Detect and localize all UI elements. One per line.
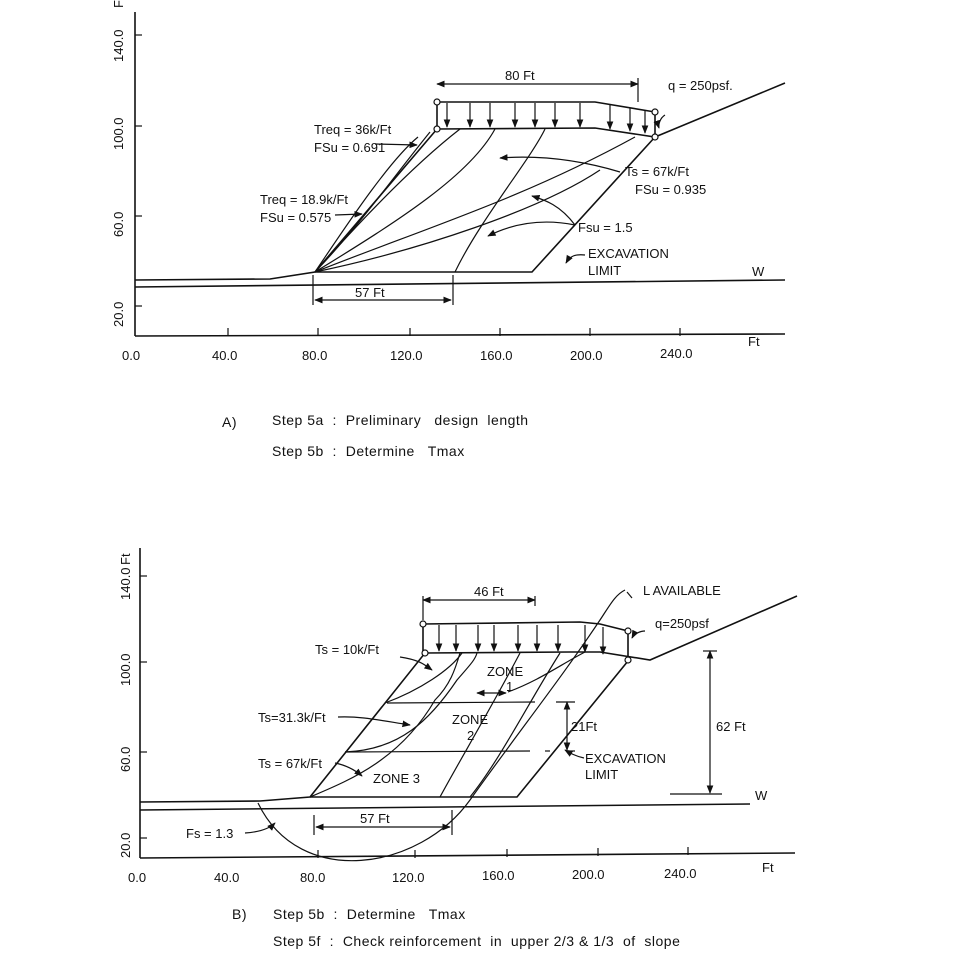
figure-b: Ft 140.0 100.0 60.0 20.0 0.0 40.0 80.0 1… — [118, 548, 798, 949]
dim-bottom-label: 57 Ft — [360, 811, 390, 826]
load-label: q = 250psf. — [668, 78, 733, 93]
x-tick: 240.0 — [664, 866, 697, 881]
fsu-label-3: FSu = 0.935 — [635, 182, 706, 197]
x-tick: 0.0 — [128, 870, 146, 885]
load-label: q=250psf — [655, 616, 709, 631]
caption-a-line-2: Step 5b : Determine Tmax — [272, 443, 465, 459]
axes-b: Ft 140.0 100.0 60.0 20.0 0.0 40.0 80.0 1… — [118, 548, 796, 885]
x-tick: 240.0 — [660, 346, 693, 361]
treq-label-2: Treq = 18.9k/Ft — [260, 192, 348, 207]
ts-label-1: Ts = 10k/Ft — [315, 642, 379, 657]
zone-1-label: ZONE — [487, 664, 523, 679]
excavation-label: EXCAVATION — [585, 751, 666, 766]
y-unit: Ft — [118, 553, 133, 565]
caption-b-line-2: Step 5f : Check reinforcement in upper 2… — [273, 933, 680, 949]
excavation-limit-line — [310, 660, 629, 798]
x-tick: 40.0 — [212, 348, 237, 363]
fsu-label-15: Fsu = 1.5 — [578, 220, 633, 235]
x-tick: 80.0 — [302, 348, 327, 363]
water-label: W — [755, 788, 768, 803]
x-tick: 120.0 — [392, 870, 425, 885]
excavation-limit-line — [315, 136, 656, 273]
dim-top-label: 80 Ft — [505, 68, 535, 83]
x-tick: 120.0 — [390, 348, 423, 363]
l-available-label: L AVAILABLE — [643, 583, 721, 598]
water-line — [134, 279, 786, 288]
zone-3-label: ZONE 3 — [373, 771, 420, 786]
figure-a: Ft 140.0 100.0 60.0 20.0 0.0 40.0 80.0 1… — [111, 0, 786, 459]
excavation-limit-label: LIMIT — [588, 263, 621, 278]
zone-2-label: ZONE — [452, 712, 488, 727]
caption-label-a: A) — [222, 414, 237, 430]
wall-height-label: 62 Ft — [716, 719, 746, 734]
zone-height-label: 21Ft — [571, 719, 597, 734]
slope-geometry-b — [139, 589, 798, 862]
zone-2-number: 2 — [467, 728, 474, 743]
slope-geometry-a — [134, 78, 786, 305]
x-unit: Ft — [762, 860, 774, 875]
x-tick: 200.0 — [572, 867, 605, 882]
axes-a: Ft 140.0 100.0 60.0 20.0 0.0 40.0 80.0 1… — [111, 0, 786, 363]
y-tick: 140.0 — [111, 29, 126, 62]
y-tick: 140.0 — [118, 567, 133, 600]
water-line — [139, 803, 751, 811]
labels-b: 46 Ft 57 Ft 21Ft 62 Ft L AVAILABLE q=250… — [186, 583, 768, 949]
ts-label-2: Ts=31.3k/Ft — [258, 710, 326, 725]
fsu-label-1: FSu = 0.691 — [314, 140, 385, 155]
x-axis — [134, 333, 786, 337]
fsu-label-2: FSu = 0.575 — [260, 210, 331, 225]
ts-label: Ts = 67k/Ft — [625, 164, 689, 179]
y-tick: 100.0 — [118, 653, 133, 686]
caption-a-line-1: Step 5a : Preliminary design length — [272, 412, 529, 428]
y-unit: Ft — [111, 0, 126, 8]
treq-label-1: Treq = 36k/Ft — [314, 122, 392, 137]
dim-top-label: 46 Ft — [474, 584, 504, 599]
x-axis — [139, 852, 796, 859]
caption-b-line-1: Step 5b : Determine Tmax — [273, 906, 466, 922]
dim-bottom-label: 57 Ft — [355, 285, 385, 300]
fs-label: Fs = 1.3 — [186, 826, 233, 841]
x-tick: 160.0 — [482, 868, 515, 883]
x-tick: 160.0 — [480, 348, 513, 363]
y-tick: 60.0 — [111, 212, 126, 237]
y-tick: 60.0 — [118, 747, 133, 772]
excavation-label: EXCAVATION — [588, 246, 669, 261]
x-tick: 40.0 — [214, 870, 239, 885]
caption-label-b: B) — [232, 906, 247, 922]
x-unit: Ft — [748, 334, 760, 349]
zone-1-number: 1 — [506, 679, 513, 694]
x-tick: 80.0 — [300, 870, 325, 885]
labels-a: 80 Ft 57 Ft q = 250psf. Treq = 36k/Ft FS… — [222, 68, 765, 459]
excavation-limit-label: LIMIT — [585, 767, 618, 782]
y-tick: 20.0 — [118, 833, 133, 858]
x-tick: 0.0 — [122, 348, 140, 363]
water-label: W — [752, 264, 765, 279]
ts-label-3: Ts = 67k/Ft — [258, 756, 322, 771]
y-tick: 100.0 — [111, 117, 126, 150]
y-tick: 20.0 — [111, 302, 126, 327]
x-tick: 200.0 — [570, 348, 603, 363]
